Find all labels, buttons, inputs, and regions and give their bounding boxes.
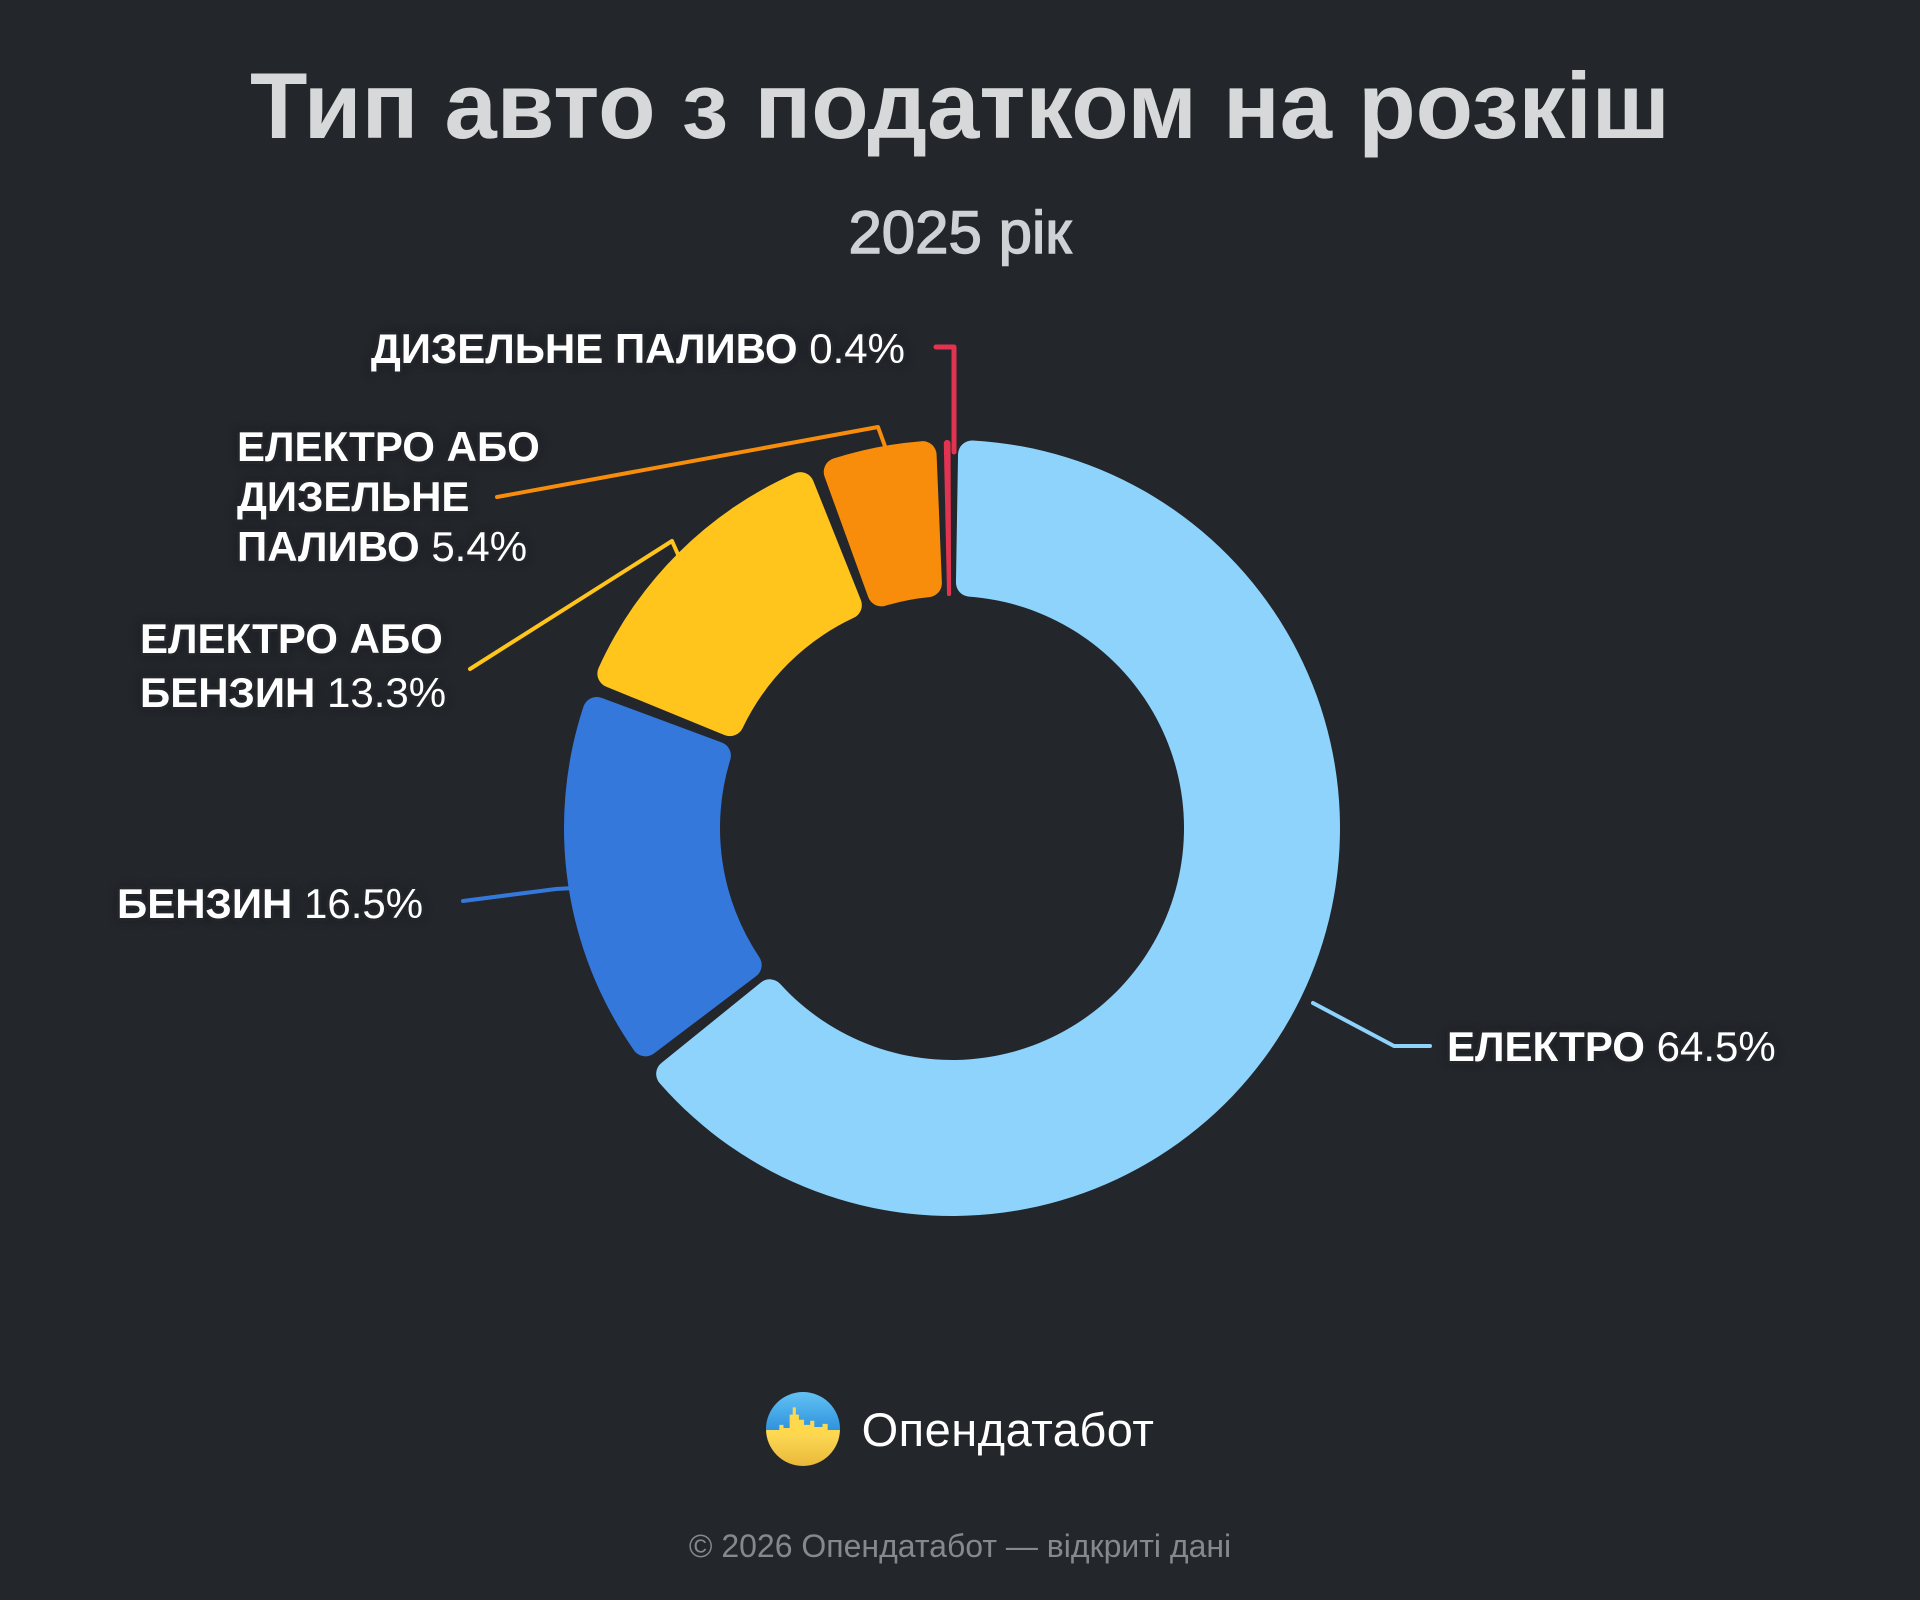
slice-percent: 13.3% bbox=[327, 669, 447, 716]
copyright-footer: © 2026 Опендатабот — відкриті дані bbox=[688, 1528, 1232, 1564]
pie-slice-4 bbox=[823, 441, 942, 607]
label-electro-or-diesel: ЕЛЕКТРО АБО ДИЗЕЛЬНЕ ПАЛИВО 5.4% bbox=[237, 422, 540, 572]
pie-slice-5 bbox=[943, 440, 952, 597]
pie-slice-3 bbox=[597, 472, 862, 737]
leader-line-4 bbox=[461, 886, 576, 903]
slice-percent: 5.4% bbox=[431, 523, 528, 570]
slice-percent: 0.4% bbox=[809, 325, 905, 372]
page-subtitle: 2025 рік bbox=[848, 198, 1073, 266]
brand-name: Опендатабот bbox=[861, 1402, 1155, 1456]
leader-line-2 bbox=[495, 425, 888, 499]
slice-label: БЕНЗИН bbox=[140, 669, 316, 716]
opendatabot-logo-icon bbox=[765, 1392, 840, 1466]
slice-label: ПАЛИВО bbox=[237, 523, 420, 570]
pie-slice-2 bbox=[563, 696, 762, 1057]
slice-label: ЕЛЕКТРО АБО bbox=[237, 423, 540, 470]
slice-label: ДИЗЕЛЬНЕ ПАЛИВО bbox=[370, 325, 798, 372]
page-title: Тип авто з податком на розкіш bbox=[249, 53, 1671, 158]
slice-label: ДИЗЕЛЬНЕ bbox=[237, 473, 470, 520]
label-electro-or-benzin: ЕЛЕКТРО АБО БЕНЗИН 13.3% bbox=[140, 612, 446, 720]
leader-line-3 bbox=[468, 539, 686, 671]
slice-label: ЕЛЕКТРО АБО bbox=[140, 615, 443, 662]
label-electro: ЕЛЕКТРО 64.5% bbox=[1447, 1022, 1776, 1072]
leader-line-5 bbox=[1311, 1001, 1432, 1048]
label-diesel-fuel: ДИЗЕЛЬНЕ ПАЛИВО 0.4% bbox=[371, 324, 905, 374]
slice-percent: 16.5% bbox=[304, 880, 424, 927]
slice-percent: 64.5% bbox=[1656, 1023, 1776, 1070]
slice-label: БЕНЗИН bbox=[117, 880, 293, 927]
pie-slice-1 bbox=[656, 440, 1340, 1217]
leader-line-1 bbox=[933, 344, 957, 455]
slice-label: ЕЛЕКТРО bbox=[1447, 1023, 1645, 1070]
brand-row: Опендатабот bbox=[0, 1390, 1920, 1468]
label-benzin: БЕНЗИН 16.5% bbox=[117, 879, 423, 929]
